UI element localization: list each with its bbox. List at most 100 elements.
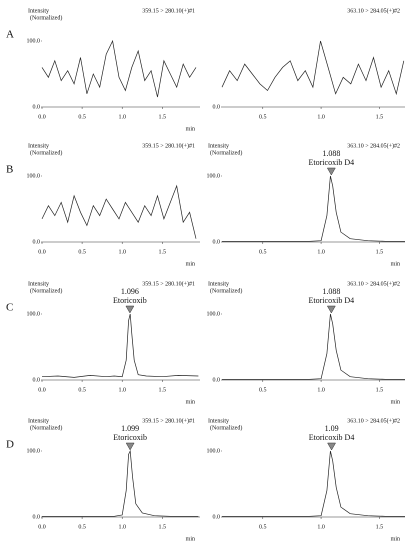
x-tick-label: 1.0 — [118, 387, 126, 393]
peak-name: Etoricoxib — [113, 296, 147, 305]
x-tick-label: 1.0 — [317, 387, 325, 393]
peak-time: 1.088 — [322, 149, 340, 158]
x-tick-label: 0.0 — [38, 524, 46, 530]
y-tick-label: 100.0 — [27, 173, 41, 179]
y-tick-label: 0.0 — [33, 239, 41, 245]
transition-label: 363.10 > 284.05(+)#2 — [347, 417, 400, 424]
x-axis-label: min — [391, 261, 400, 267]
x-axis-label: min — [391, 536, 400, 542]
x-tick-label: 0.5 — [259, 524, 267, 530]
y-tick-label: 0.0 — [33, 104, 41, 110]
x-tick-label: 1.0 — [317, 249, 325, 255]
trace — [42, 449, 199, 517]
x-tick-label: 1.0 — [118, 114, 126, 120]
y-tick-label: 0.0 — [213, 239, 221, 245]
x-tick-label: 0.0 — [38, 114, 46, 120]
x-tick-label: 0.5 — [78, 249, 86, 255]
y-axis-label: Intensity — [208, 418, 229, 424]
y-axis-label: Intensity — [28, 8, 49, 14]
x-tick-label: 0.5 — [259, 114, 267, 120]
x-tick-label: 0.5 — [78, 114, 86, 120]
y-axis-label: (Normalized) — [210, 149, 242, 156]
y-axis-label: Intensity — [28, 143, 49, 149]
x-tick-label: 1.0 — [317, 114, 325, 120]
x-tick-label: 0.5 — [78, 387, 86, 393]
y-axis-label: (Normalized) — [30, 287, 62, 294]
x-axis-label: min — [186, 536, 195, 542]
peak-marker — [125, 442, 135, 451]
peak-marker — [326, 305, 336, 314]
peak-time: 1.099 — [121, 424, 139, 433]
peak-time: 1.09 — [325, 424, 339, 433]
y-tick-label: 0.0 — [213, 104, 221, 110]
y-tick-label: 0.0 — [33, 377, 41, 383]
y-axis-label: Intensity — [208, 143, 229, 149]
peak-name: Etoricoxib — [113, 433, 147, 442]
peak-name: Etoricoxib D4 — [309, 158, 355, 167]
y-tick-label: 100.0 — [207, 173, 221, 179]
y-tick-label: 0.0 — [213, 514, 221, 520]
y-axis-label: Intensity — [28, 418, 49, 424]
y-tick-label: 100.0 — [207, 448, 221, 454]
transition-label: 363.10 > 284.05(+)#2 — [347, 280, 400, 287]
y-tick-label: 100.0 — [27, 311, 41, 317]
transition-label: 359.15 > 280.10(+)#1 — [142, 280, 195, 287]
x-tick-label: 1.0 — [118, 524, 126, 530]
y-axis-label: (Normalized) — [30, 149, 62, 156]
y-tick-label: 0.0 — [33, 514, 41, 520]
x-axis-label: min — [186, 399, 195, 405]
peak-marker — [125, 305, 135, 314]
x-tick-label: 1.5 — [376, 524, 384, 530]
trace — [41, 39, 197, 98]
trace — [221, 40, 405, 96]
trace — [222, 313, 405, 380]
panel-label: C — [6, 302, 13, 314]
y-tick-label: 100.0 — [207, 311, 221, 317]
y-axis-label: (Normalized) — [30, 14, 62, 21]
transition-label: 359.15 > 280.10(+)#1 — [142, 417, 195, 424]
x-tick-label: 1.5 — [376, 249, 384, 255]
x-tick-label: 1.5 — [376, 114, 384, 120]
panel-label: B — [6, 164, 13, 176]
y-tick-label: 0.0 — [213, 377, 221, 383]
panel-label: D — [6, 439, 14, 451]
x-tick-label: 0.5 — [78, 524, 86, 530]
peak-marker — [327, 442, 336, 451]
x-tick-label: 1.5 — [376, 387, 384, 393]
x-tick-label: 0.0 — [38, 387, 46, 393]
x-axis-label: min — [186, 126, 195, 132]
y-tick-label: 100.0 — [27, 38, 41, 44]
x-tick-label: 1.5 — [159, 387, 167, 393]
trace — [222, 450, 405, 517]
peak-name: Etoricoxib D4 — [309, 433, 355, 442]
panel-label: A — [6, 29, 14, 41]
peak-time: 1.088 — [322, 287, 340, 296]
transition-label: 359.15 > 280.10(+)#1 — [142, 7, 195, 14]
x-tick-label: 0.5 — [259, 249, 267, 255]
y-axis-label: (Normalized) — [30, 424, 62, 431]
peak-marker — [326, 167, 336, 176]
x-axis-label: min — [391, 399, 400, 405]
trace — [222, 175, 405, 242]
y-tick-label: 100.0 — [27, 448, 41, 454]
x-tick-label: 1.0 — [317, 524, 325, 530]
x-tick-label: 0.5 — [259, 387, 267, 393]
trace — [41, 184, 197, 239]
x-tick-label: 1.5 — [159, 524, 167, 530]
peak-name: Etoricoxib D4 — [309, 296, 355, 305]
trace — [41, 313, 199, 378]
peak-time: 1.096 — [121, 287, 139, 296]
transition-label: 363.10 > 284.05(+)#2 — [347, 7, 400, 14]
transition-label: 359.15 > 280.10(+)#1 — [142, 142, 195, 149]
y-axis-label: Intensity — [208, 281, 229, 287]
x-axis-label: min — [186, 261, 195, 267]
transition-label: 363.10 > 284.05(+)#2 — [347, 142, 400, 149]
y-axis-label: (Normalized) — [210, 287, 242, 294]
x-tick-label: 1.0 — [118, 249, 126, 255]
y-axis-label: (Normalized) — [210, 424, 242, 431]
x-tick-label: 0.0 — [38, 249, 46, 255]
x-tick-label: 1.5 — [159, 114, 167, 120]
x-tick-label: 1.5 — [159, 249, 167, 255]
y-axis-label: Intensity — [28, 281, 49, 287]
